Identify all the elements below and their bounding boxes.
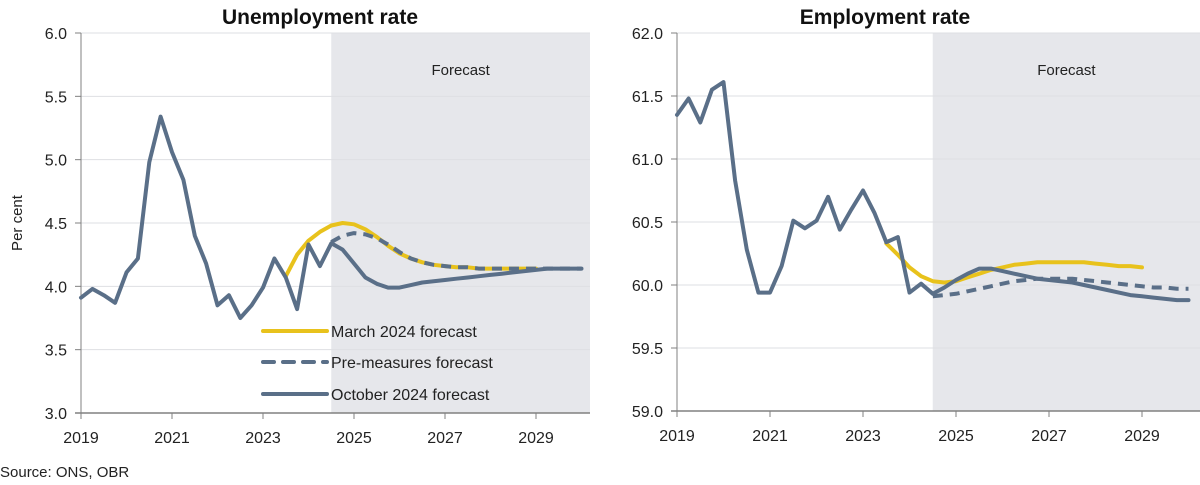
y-tick-label: 4.0: [45, 279, 67, 296]
x-tick-label: 2027: [427, 430, 463, 447]
x-tick-label: 2019: [63, 430, 99, 447]
legend: March 2024 forecast Pre-measures forecas…: [261, 324, 493, 404]
legend-label-march-2024: March 2024 forecast: [331, 324, 477, 341]
series-line-october-2024-forecast: [675, 80, 1191, 303]
series-line-march-2024-forecast: [884, 241, 1144, 285]
forecast-label: Forecast: [1037, 62, 1096, 79]
x-tick-label: 2019: [659, 428, 695, 445]
x-tick-label: 2029: [518, 430, 554, 447]
y-tick-label: 3.0: [45, 406, 67, 423]
y-tick-label: 60.5: [632, 215, 663, 232]
unemployment-chart: Forecast 3.0 3.5 4.0 4.5 5.0 5.5 6.0 2019 2021 202…: [9, 6, 590, 447]
plot-background: Forecast 59.0 59.5 60.0 60.5 61.0 61.5 62.0 2019…: [632, 26, 1200, 445]
series-line-october-2024-forecast: [79, 114, 584, 320]
x-tick-label: 2023: [845, 428, 881, 445]
y-tick-label: 60.0: [632, 278, 663, 295]
y-axis-label: Per cent: [9, 194, 26, 251]
y-tick-label: 5.5: [45, 89, 67, 106]
x-tick-label: 2021: [154, 430, 190, 447]
y-tick-label: 3.5: [45, 343, 67, 360]
y-tick-label: 61.5: [632, 89, 663, 106]
chart-title: Unemployment rate: [222, 6, 418, 29]
y-tick-label: 4.5: [45, 216, 67, 233]
x-tick-label: 2021: [752, 428, 788, 445]
forecast-label: Forecast: [431, 62, 490, 79]
plot-background: Forecast 3.0 3.5 4.0 4.5 5.0 5.5 6.0 2019 2021 202…: [45, 26, 590, 447]
x-tick-label: 2025: [336, 430, 372, 447]
x-tick-label: 2023: [245, 430, 281, 447]
source-note: Source: ONS, OBR: [0, 464, 129, 481]
series-line-pre-measures-forecast: [932, 276, 1189, 299]
legend-label-pre-measures: Pre-measures forecast: [331, 355, 493, 372]
y-tick-label: 5.0: [45, 153, 67, 170]
x-tick-label: 2025: [938, 428, 974, 445]
y-tick-label: 59.5: [632, 341, 663, 358]
y-tick-label: 62.0: [632, 26, 663, 43]
y-tick-label: 6.0: [45, 26, 67, 43]
x-tick-label: 2027: [1031, 428, 1067, 445]
chart-title: Employment rate: [800, 6, 970, 29]
x-tick-label: 2029: [1124, 428, 1160, 445]
y-tick-label: 61.0: [632, 152, 663, 169]
y-tick-label: 59.0: [632, 404, 663, 421]
legend-label-october-2024: October 2024 forecast: [331, 387, 490, 404]
employment-chart: Forecast 59.0 59.5 60.0 60.5 61.0 61.5 62.0 2019…: [632, 6, 1200, 445]
